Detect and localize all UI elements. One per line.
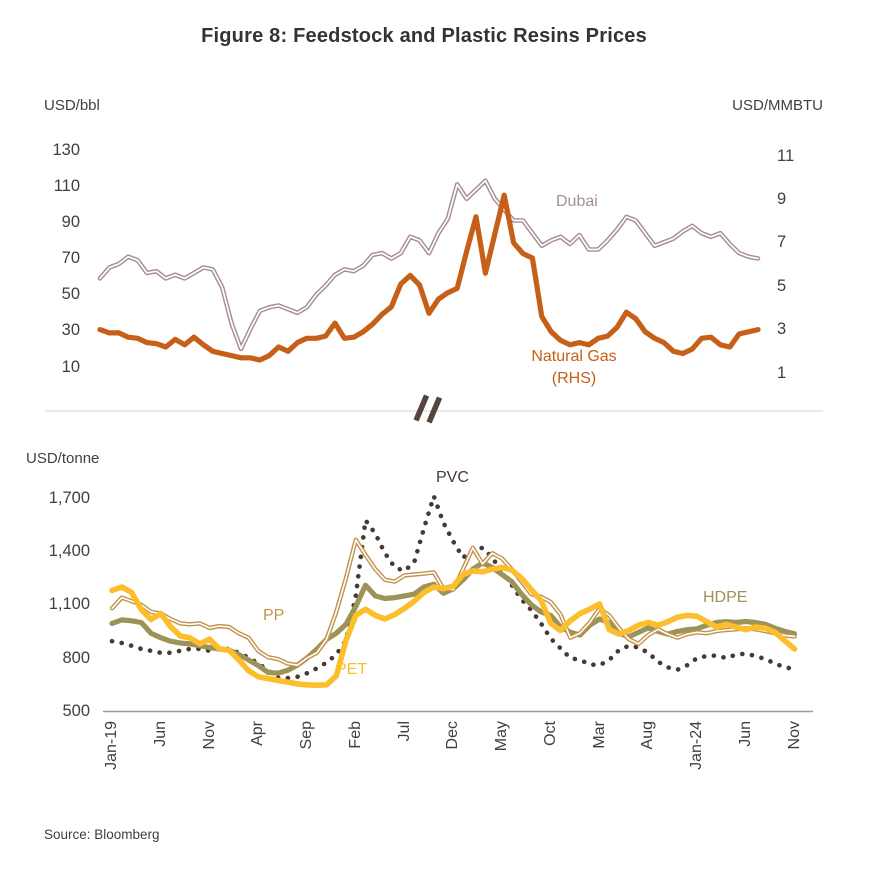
top-left-y-tick: 70: [61, 249, 80, 267]
bottom-x-tick: Jun: [152, 721, 169, 747]
top-left-y-tick: 30: [61, 321, 80, 339]
top-left-y-tick: 130: [52, 141, 80, 159]
natural-line: [97, 192, 761, 363]
pp-series-label: PP: [263, 607, 285, 624]
bottom-y-tick: 1,400: [48, 542, 90, 560]
bottom-y-tick: 1,700: [48, 489, 90, 507]
top-right-y-tick: 3: [777, 320, 787, 338]
pet-line: [109, 564, 798, 689]
figure-title: Figure 8: Feedstock and Plastic Resins P…: [201, 25, 647, 47]
bottom-x-tick: Jun: [737, 721, 754, 747]
natural-gas-series-label: Natural Gas (RHS): [503, 346, 645, 390]
bottom-x-tick: Apr: [249, 721, 266, 746]
dubai-line: [97, 178, 761, 352]
bottom-x-tick: Dec: [444, 721, 461, 750]
dubai-line-inner: [99, 179, 759, 350]
natural-gas-label-line1: Natural Gas: [531, 348, 617, 365]
bottom-x-tick: Sep: [298, 721, 315, 750]
bottom-x-tick: Jan-19: [103, 721, 120, 770]
bottom-y-tick: 800: [62, 649, 90, 667]
pet-series-label: PET: [336, 661, 368, 678]
top-left-y-tick: 90: [61, 213, 80, 231]
bottom-x-tick: Oct: [542, 721, 559, 746]
bottom-x-tick: Nov: [786, 721, 803, 750]
bottom-x-tick: Feb: [347, 721, 364, 749]
bottom-y-tick: 500: [62, 702, 90, 720]
bottom-x-tick: Nov: [201, 721, 218, 750]
bottom-x-tick: Jan-24: [688, 721, 705, 770]
dubai-series-label: Dubai: [556, 193, 598, 210]
pvc-series-label: PVC: [436, 469, 469, 486]
right-axis-unit-label: USD/MMBTU: [732, 97, 823, 114]
left-axis-unit-label: USD/bbl: [44, 97, 100, 114]
axis-break-icon: [413, 394, 443, 424]
top-left-y-tick: 110: [53, 177, 80, 195]
top-right-y-tick: 7: [777, 233, 787, 251]
bottom-x-tick: Aug: [639, 721, 656, 750]
top-right-y-tick: 5: [777, 277, 787, 295]
pp-line-inner: [111, 538, 796, 667]
bottom-y-tick: 1,100: [48, 595, 90, 613]
bottom-chart-lines: [109, 493, 798, 689]
top-right-y-tick: 11: [777, 147, 795, 165]
bottom-axis-unit-label: USD/tonne: [26, 450, 100, 467]
top-left-y-tick: 50: [61, 285, 80, 303]
bottom-x-tick: Mar: [591, 721, 608, 749]
bottom-x-tick: May: [493, 721, 510, 752]
source-note: Source: Bloomberg: [44, 827, 160, 842]
bottom-x-tick: Jul: [396, 721, 413, 742]
top-left-y-tick: 10: [61, 358, 80, 376]
top-right-y-tick: 9: [777, 190, 787, 208]
top-right-y-tick: 1: [777, 364, 787, 382]
natural-gas-label-line2: (RHS): [551, 370, 597, 387]
hdpe-series-label: HDPE: [703, 589, 748, 606]
top-chart-lines: [97, 178, 761, 363]
